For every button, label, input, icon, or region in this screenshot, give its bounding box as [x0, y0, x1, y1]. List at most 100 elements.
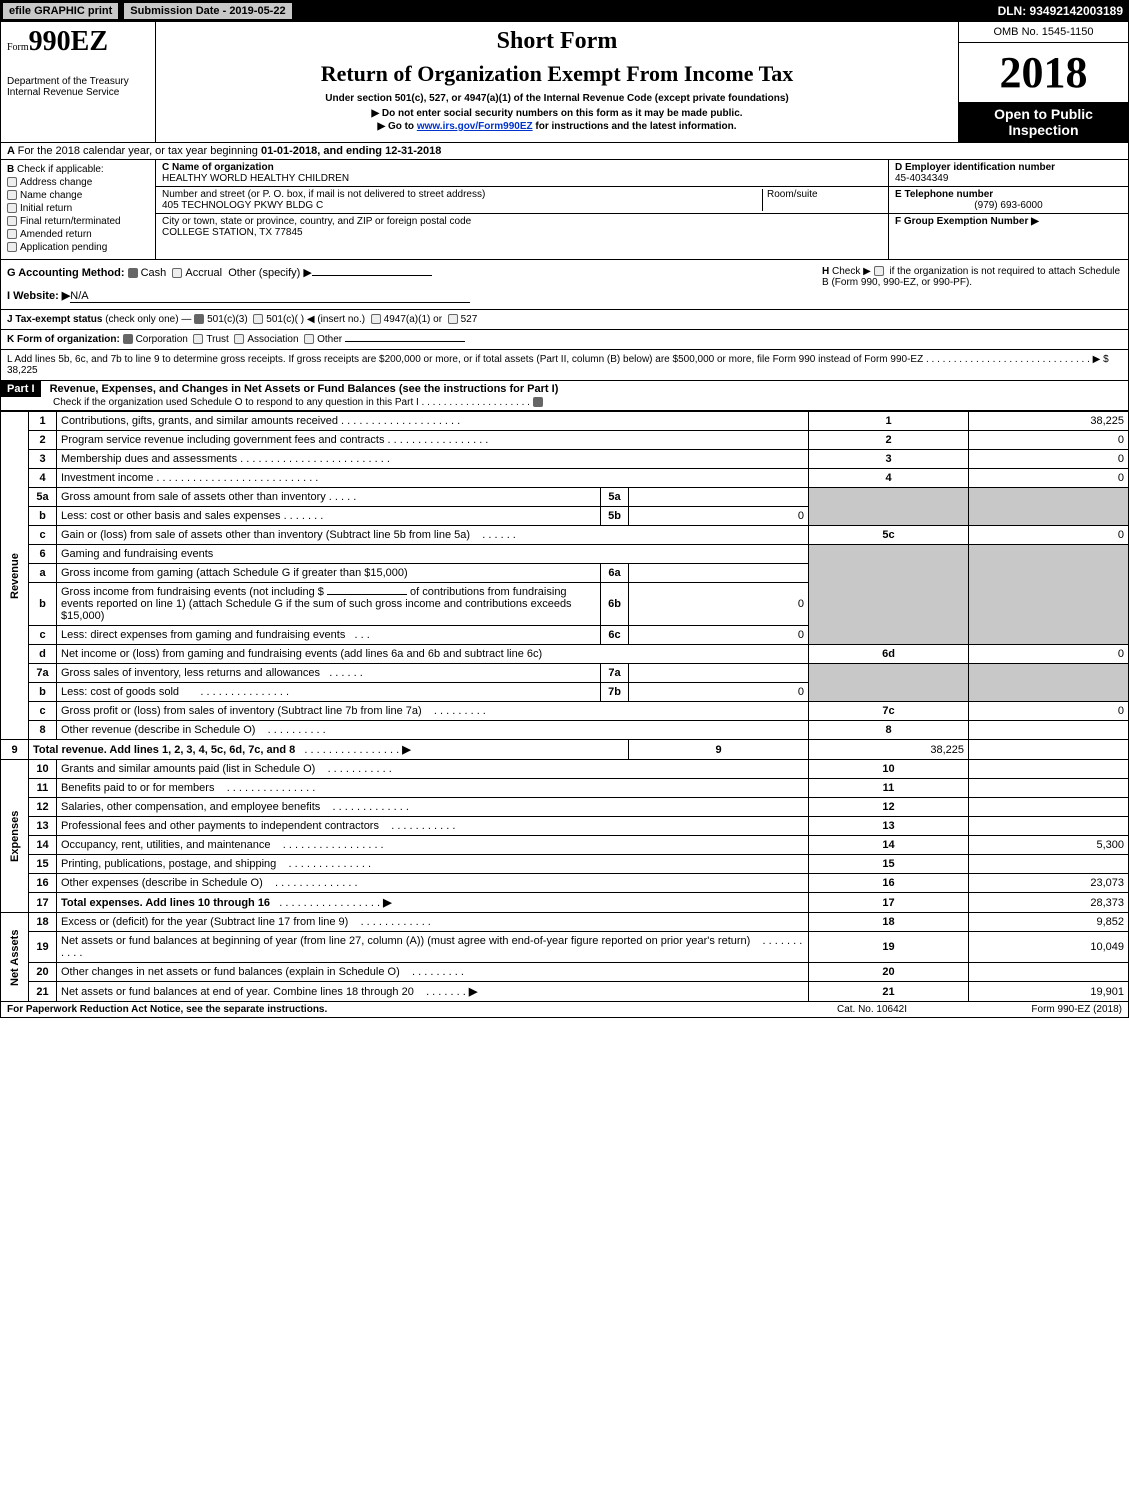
- row-a-mid: , and ending: [317, 145, 385, 157]
- h-chk[interactable]: [874, 266, 884, 276]
- goto-pre: ▶ Go to: [377, 121, 416, 132]
- i-label: I Website: ▶: [7, 290, 70, 302]
- k-corp-chk[interactable]: [123, 334, 133, 344]
- line-5c: c Gain or (loss) from sale of assets oth…: [1, 526, 1129, 545]
- l6d-d: Net income or (loss) from gaming and fun…: [57, 645, 809, 664]
- e-value: (979) 693-6000: [895, 200, 1122, 211]
- l6b-subval: 0: [629, 583, 809, 626]
- l1-n: 1: [29, 412, 57, 431]
- j-501c-chk[interactable]: [253, 314, 263, 324]
- g-cash-chk[interactable]: [128, 268, 138, 278]
- l9-n: 9: [1, 740, 29, 760]
- l6-grey-num: [809, 545, 969, 645]
- l2-num: 2: [809, 431, 969, 450]
- l6c-subval: 0: [629, 626, 809, 645]
- return-title: Return of Organization Exempt From Incom…: [162, 61, 952, 87]
- l4-val: 0: [969, 469, 1129, 488]
- l15-d: Printing, publications, postage, and shi…: [57, 855, 809, 874]
- l14-val: 5,300: [969, 836, 1129, 855]
- l7c-n: c: [29, 702, 57, 721]
- footer-center: Cat. No. 10642I: [782, 1004, 962, 1015]
- page-footer: For Paperwork Reduction Act Notice, see …: [0, 1002, 1129, 1018]
- line-14: 14 Occupancy, rent, utilities, and maint…: [1, 836, 1129, 855]
- l9-d: Total revenue. Add lines 1, 2, 3, 4, 5c,…: [29, 740, 629, 760]
- g-other-line[interactable]: [312, 275, 432, 276]
- l-text: L Add lines 5b, 6c, and 7b to line 9 to …: [7, 354, 923, 365]
- d-seg: D Employer identification number 45-4034…: [889, 160, 1128, 187]
- k-other-chk[interactable]: [304, 334, 314, 344]
- k-trust: Trust: [206, 334, 228, 345]
- l4-num: 4: [809, 469, 969, 488]
- line-21: 21 Net assets or fund balances at end of…: [1, 982, 1129, 1002]
- k-label: K Form of organization:: [7, 334, 120, 345]
- l5ab-grey-val: [969, 488, 1129, 526]
- street-label: Number and street (or P. O. box, if mail…: [162, 189, 762, 200]
- l9-val: 38,225: [809, 740, 969, 760]
- chk-initial-return[interactable]: Initial return: [7, 203, 149, 214]
- line-11: 11 Benefits paid to or for members . . .…: [1, 779, 1129, 798]
- line-18: Net Assets 18 Excess or (deficit) for th…: [1, 913, 1129, 932]
- line-4: 4 Investment income . . . . . . . . . . …: [1, 469, 1129, 488]
- row-l: L Add lines 5b, 6c, and 7b to line 9 to …: [0, 350, 1129, 381]
- row-a-end: 12-31-2018: [385, 145, 441, 157]
- goto-link[interactable]: www.irs.gov/Form990EZ: [417, 121, 533, 132]
- g-label: G Accounting Method:: [7, 267, 125, 279]
- l5a-sub: 5a: [601, 488, 629, 507]
- l18-num: 18: [809, 913, 969, 932]
- l6d-num: 6d: [809, 645, 969, 664]
- header-right: OMB No. 1545-1150 2018 Open to Public In…: [958, 22, 1128, 142]
- chk-address-change[interactable]: Address change: [7, 177, 149, 188]
- l14-d: Occupancy, rent, utilities, and maintena…: [57, 836, 809, 855]
- city-seg: City or town, state or province, country…: [156, 214, 888, 240]
- k-assoc-chk[interactable]: [234, 334, 244, 344]
- e-seg: E Telephone number (979) 693-6000: [889, 187, 1128, 214]
- g-accrual-chk[interactable]: [172, 268, 182, 278]
- l10-val: [969, 760, 1129, 779]
- form-header: Form990EZ Department of the Treasury Int…: [0, 22, 1129, 143]
- l7a-n: 7a: [29, 664, 57, 683]
- j-501c3-chk[interactable]: [194, 314, 204, 324]
- form-number-block: Form990EZ: [7, 26, 149, 58]
- l13-d: Professional fees and other payments to …: [57, 817, 809, 836]
- k-trust-chk[interactable]: [193, 334, 203, 344]
- l7a-d: Gross sales of inventory, less returns a…: [57, 664, 601, 683]
- l8-n: 8: [29, 721, 57, 740]
- f-seg: F Group Exemption Number ▶: [889, 214, 1128, 229]
- l12-n: 12: [29, 798, 57, 817]
- lines-table: Revenue 1 Contributions, gifts, grants, …: [0, 411, 1129, 1002]
- j-4947-chk[interactable]: [371, 314, 381, 324]
- under-section-text: Under section 501(c), 527, or 4947(a)(1)…: [162, 93, 952, 104]
- opt-address-change: Address change: [20, 177, 92, 188]
- chk-final-return[interactable]: Final return/terminated: [7, 216, 149, 227]
- l13-val: [969, 817, 1129, 836]
- chk-amended-return[interactable]: Amended return: [7, 229, 149, 240]
- f-arrow: ▶: [1031, 216, 1039, 227]
- chk-name-change[interactable]: Name change: [7, 190, 149, 201]
- j-527: 527: [461, 314, 478, 325]
- line-13: 13 Professional fees and other payments …: [1, 817, 1129, 836]
- part1-sub-chk[interactable]: [533, 397, 543, 407]
- efile-print-button[interactable]: efile GRAPHIC print: [2, 2, 119, 20]
- row-g-left: G Accounting Method: Cash Accrual Other …: [7, 266, 822, 303]
- l14-n: 14: [29, 836, 57, 855]
- l4-d: Investment income . . . . . . . . . . . …: [57, 469, 809, 488]
- l8-num: 8: [809, 721, 969, 740]
- irs-label: Internal Revenue Service: [7, 87, 149, 98]
- k-other-line[interactable]: [345, 341, 465, 342]
- chk-application-pending[interactable]: Application pending: [7, 242, 149, 253]
- footer-right: Form 990-EZ (2018): [962, 1004, 1122, 1015]
- row-j: J Tax-exempt status (check only one) — 5…: [0, 310, 1129, 330]
- l6c-d: Less: direct expenses from gaming and fu…: [57, 626, 601, 645]
- l18-n: 18: [29, 913, 57, 932]
- l7c-d: Gross profit or (loss) from sales of inv…: [57, 702, 809, 721]
- dln-label: DLN: 93492142003189: [998, 4, 1129, 18]
- part1-sub-text: Check if the organization used Schedule …: [53, 397, 419, 408]
- g-accrual: Accrual: [185, 267, 222, 279]
- l6b-blank[interactable]: [327, 594, 407, 595]
- l19-n: 19: [29, 932, 57, 963]
- l2-n: 2: [29, 431, 57, 450]
- l8-d: Other revenue (describe in Schedule O) .…: [57, 721, 809, 740]
- line-6: 6 Gaming and fundraising events: [1, 545, 1129, 564]
- j-527-chk[interactable]: [448, 314, 458, 324]
- l7b-d: Less: cost of goods sold . . . . . . . .…: [57, 683, 601, 702]
